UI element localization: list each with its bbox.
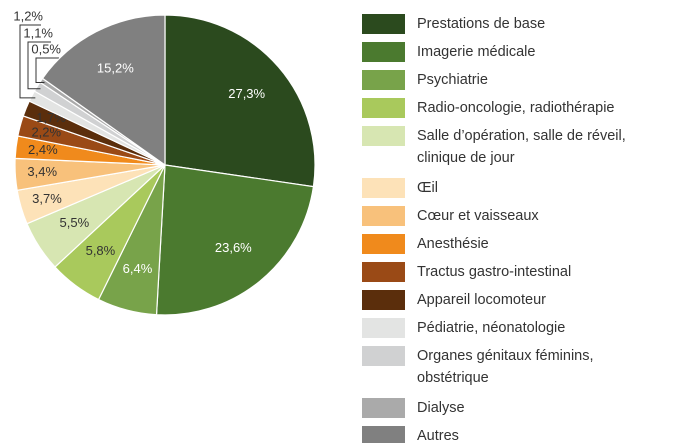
value-label: 3,4% — [27, 164, 57, 179]
legend-swatch — [362, 262, 405, 282]
legend-swatch — [362, 234, 405, 254]
legend-swatch — [362, 426, 405, 443]
legend-label: Imagerie médicale — [417, 44, 535, 60]
value-label: 3,7% — [32, 191, 62, 206]
legend-swatch — [362, 70, 405, 90]
legend-swatch — [362, 126, 405, 146]
legend-swatch — [362, 346, 405, 366]
legend-label: Salle d’opération, salle de réveil, clini… — [417, 128, 626, 166]
value-label: 23,6% — [215, 240, 252, 255]
legend-swatch — [362, 178, 405, 198]
legend-label: Radio-oncologie, radiothérapie — [417, 100, 615, 116]
value-label: 5,8% — [86, 243, 116, 258]
legend-label: Organes génitaux féminins, obstétrique — [417, 348, 594, 386]
legend-label: Pédiatrie, néonatologie — [417, 320, 565, 336]
legend-label: Œil — [417, 180, 438, 196]
value-label: 1,2% — [13, 8, 43, 23]
legend-swatch — [362, 318, 405, 338]
value-label: 2,4% — [28, 142, 58, 157]
leader-line — [35, 57, 59, 84]
legend-swatch — [362, 398, 405, 418]
legend-label: Appareil locomoteur — [417, 292, 546, 308]
value-label: 0,5% — [31, 41, 61, 56]
value-label: 6,4% — [123, 261, 153, 276]
legend-swatch — [362, 42, 405, 62]
pie-slice — [164, 14, 316, 188]
value-label: 1,1% — [23, 25, 53, 40]
legend-swatch — [362, 14, 405, 34]
value-label: 5,5% — [60, 215, 90, 230]
legend-label: Dialyse — [417, 400, 465, 416]
legend-swatch — [362, 206, 405, 226]
value-label: 27,3% — [228, 86, 265, 101]
leader-line — [19, 24, 41, 99]
legend-label: Autres — [417, 428, 459, 443]
pie-slice — [155, 164, 315, 316]
legend-swatch — [362, 98, 405, 118]
value-label: 2,2% — [31, 124, 61, 139]
pie-slice — [41, 14, 166, 167]
legend-label: Prestations de base — [417, 16, 545, 32]
legend-label: Anesthésie — [417, 236, 489, 252]
legend-label: Psychiatrie — [417, 72, 488, 88]
legend-label: Tractus gastro-intestinal — [417, 264, 571, 280]
legend-swatch — [362, 290, 405, 310]
leader-line — [27, 41, 51, 90]
value-label: 15,2% — [97, 61, 134, 76]
legend-label: Cœur et vaisseaux — [417, 208, 539, 224]
